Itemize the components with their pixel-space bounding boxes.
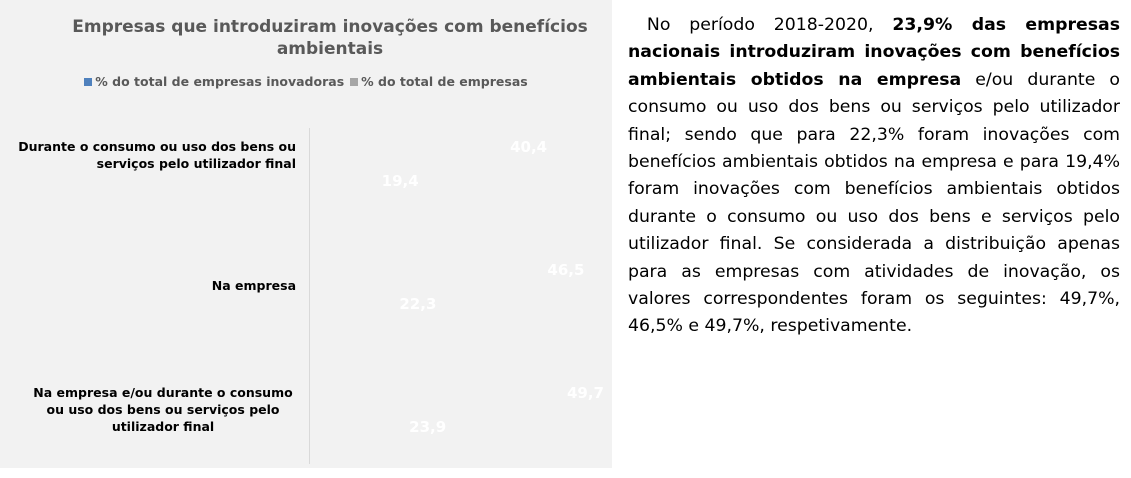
value-label: 22,3 xyxy=(399,295,437,313)
value-label: 46,5 xyxy=(547,261,585,279)
paragraph: No período 2018-2020, 23,9% das empresas… xyxy=(628,12,1120,341)
legend-swatch xyxy=(350,78,359,86)
legend-swatch xyxy=(84,78,93,86)
category-axis xyxy=(309,128,310,464)
value-label: 40,4 xyxy=(510,138,548,156)
category-label: Na empresa e/ou durante o consumo ou uso… xyxy=(33,385,293,434)
legend-item: % do total de empresas inovadoras xyxy=(84,74,344,89)
bold-text: 23,9% das empresas nacionais introduzira… xyxy=(628,15,1120,90)
value-label: 23,9 xyxy=(409,418,447,436)
value-label: 49,7 xyxy=(566,384,604,402)
category-label: Durante o consumo ou uso dos bens ou ser… xyxy=(18,139,296,171)
legend-item: % do total de empresas xyxy=(350,74,528,89)
category-label: Na empresa xyxy=(211,278,296,293)
text: No período 2018-2020, xyxy=(646,15,893,35)
chart-panel: Empresas que introduziram inovações com … xyxy=(0,0,612,468)
legend-label: % do total de empresas inovadoras xyxy=(95,74,345,89)
legend-label: % do total de empresas xyxy=(361,74,528,89)
text: e/ou durante o consumo ou uso dos bens o… xyxy=(628,69,1120,337)
chart-title: Empresas que introduziram inovações com … xyxy=(72,17,588,59)
value-label: 19,4 xyxy=(381,172,419,190)
legend: % do total de empresas inovadoras % do to… xyxy=(0,74,612,89)
